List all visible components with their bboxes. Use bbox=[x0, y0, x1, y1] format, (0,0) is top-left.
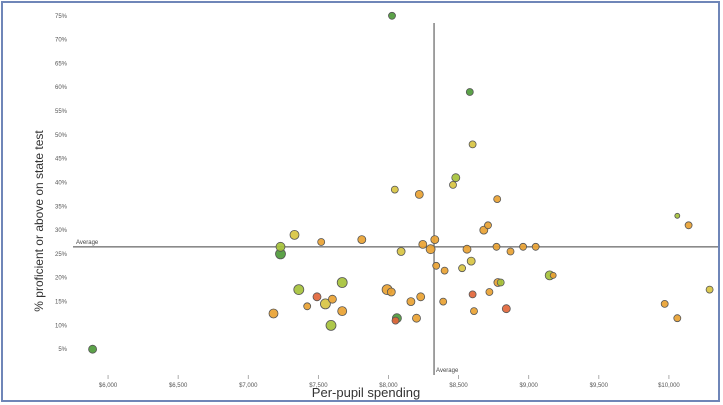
x-axis-ticks: $6,000 $6,500 $7,000 $7,500 $8,000 $8,500 $9,0… bbox=[99, 375, 680, 389]
data-point-17 bbox=[425, 244, 436, 255]
data-point-16 bbox=[418, 239, 428, 249]
data-point-58 bbox=[470, 307, 478, 316]
average-y-line-label: Average bbox=[76, 240, 99, 246]
average-x-line-label: Average bbox=[436, 368, 459, 374]
data-point-47 bbox=[386, 287, 396, 297]
x-tick-label: $7,500 bbox=[309, 383, 328, 389]
x-tick-label: $9,500 bbox=[590, 383, 609, 389]
y-tick-label: 25% bbox=[55, 252, 68, 258]
data-point-7 bbox=[390, 185, 399, 194]
data-point-19 bbox=[462, 244, 472, 254]
data-point-14 bbox=[275, 241, 286, 252]
data-point-43 bbox=[268, 308, 279, 319]
data-point-50 bbox=[406, 297, 416, 307]
data-point-28 bbox=[432, 261, 441, 270]
data-point-53 bbox=[439, 297, 448, 306]
data-point-15 bbox=[396, 247, 406, 256]
y-tick-label: 60% bbox=[55, 85, 68, 91]
data-point-11 bbox=[317, 238, 326, 246]
data-point-18 bbox=[430, 235, 440, 245]
data-point-49 bbox=[391, 316, 400, 325]
data-point-26 bbox=[466, 256, 476, 266]
data-point-52 bbox=[412, 313, 421, 323]
y-tick-label: 30% bbox=[55, 228, 68, 234]
y-tick-label: 70% bbox=[55, 38, 68, 44]
y-tick-label: 20% bbox=[55, 276, 68, 282]
data-point-36 bbox=[705, 285, 714, 294]
data-point-8 bbox=[414, 189, 424, 199]
x-axis-title: Per-pupil spending bbox=[312, 385, 420, 400]
data-point-23 bbox=[506, 247, 515, 256]
data-point-3 bbox=[465, 88, 474, 96]
data-point-9 bbox=[493, 195, 502, 204]
data-point-38 bbox=[312, 292, 322, 302]
data-point-32 bbox=[674, 212, 681, 219]
data-point-39 bbox=[319, 298, 331, 310]
data-point-54 bbox=[468, 290, 477, 299]
y-tick-label: 40% bbox=[55, 180, 68, 186]
data-point-10 bbox=[289, 229, 300, 240]
x-tick-label: $8,000 bbox=[379, 383, 398, 389]
data-point-2 bbox=[388, 11, 396, 20]
data-point-22 bbox=[492, 242, 501, 251]
data-point-33 bbox=[684, 221, 693, 230]
y-tick-label: 15% bbox=[55, 300, 68, 306]
data-point-6 bbox=[449, 180, 457, 189]
y-axis-ticks: 5% 10% 15% 20% 25% 30% 35% 40% 45% 50% 55% 60% 65% 70… bbox=[55, 14, 68, 353]
y-tick-label: 35% bbox=[55, 204, 68, 210]
x-tick-label: $7,000 bbox=[239, 383, 258, 389]
x-tick-label: $6,500 bbox=[169, 383, 188, 389]
x-tick-label: $8,500 bbox=[449, 383, 468, 389]
data-point-34 bbox=[660, 299, 669, 308]
data-point-40 bbox=[327, 294, 337, 304]
data-point-24 bbox=[519, 242, 527, 251]
data-point-12 bbox=[357, 235, 367, 245]
x-tick-label: $10,000 bbox=[658, 383, 680, 389]
scatter-chart: $6,000 $6,500 $7,000 $7,500 $8,000 $8,500 $9,0… bbox=[32, 11, 718, 400]
data-point-57 bbox=[496, 278, 505, 287]
y-tick-label: 75% bbox=[55, 14, 68, 20]
data-point-42 bbox=[303, 302, 312, 311]
y-tick-label: 10% bbox=[55, 323, 68, 329]
data-point-55 bbox=[485, 288, 494, 296]
data-point-29 bbox=[458, 264, 467, 273]
data-point-31 bbox=[549, 271, 557, 279]
data-point-51 bbox=[416, 292, 426, 302]
y-tick-label: 55% bbox=[55, 109, 68, 115]
y-tick-label: 50% bbox=[55, 133, 68, 139]
data-point-41 bbox=[336, 277, 348, 288]
y-axis-title: % proficient or above on state test bbox=[32, 130, 46, 312]
data-point-35 bbox=[673, 314, 682, 323]
data-point-25 bbox=[531, 242, 540, 251]
y-tick-label: 65% bbox=[55, 61, 68, 67]
x-tick-label: $9,000 bbox=[520, 383, 539, 389]
data-point-37 bbox=[293, 284, 305, 296]
y-tick-label: 5% bbox=[58, 347, 67, 353]
average-lines bbox=[73, 23, 718, 375]
data-point-5 bbox=[451, 173, 461, 183]
data-points bbox=[88, 11, 714, 354]
data-point-59 bbox=[501, 304, 511, 314]
data-point-44 bbox=[337, 306, 348, 317]
data-point-45 bbox=[325, 319, 337, 331]
data-point-1 bbox=[88, 344, 97, 354]
y-tick-label: 45% bbox=[55, 157, 68, 163]
data-point-27 bbox=[440, 266, 449, 275]
x-tick-label: $6,000 bbox=[99, 383, 118, 389]
data-point-21 bbox=[484, 221, 492, 230]
data-point-4 bbox=[468, 140, 477, 149]
